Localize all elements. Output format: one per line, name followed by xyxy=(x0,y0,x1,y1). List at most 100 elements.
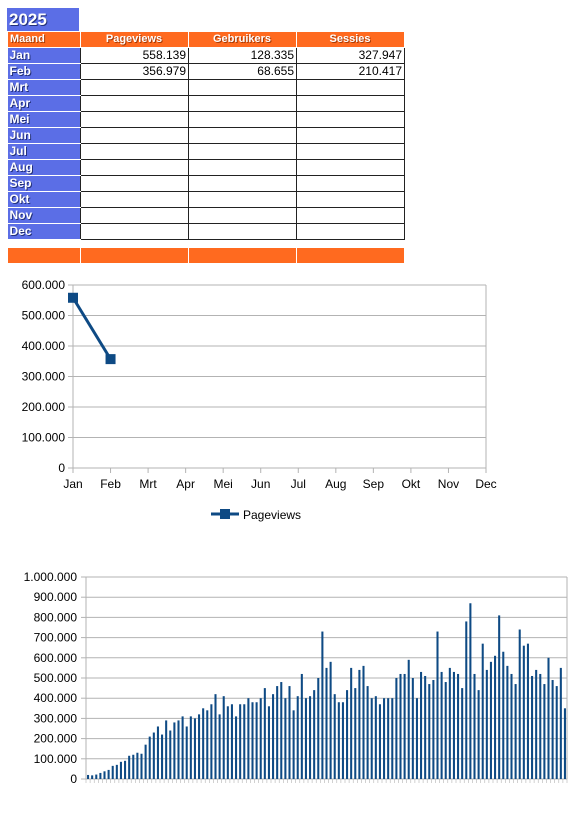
sessions-cell[interactable] xyxy=(296,143,405,160)
bar xyxy=(185,726,188,779)
users-cell[interactable]: 68.655 xyxy=(188,63,297,80)
bar xyxy=(387,698,390,779)
bar xyxy=(255,702,258,779)
total-cell[interactable] xyxy=(7,247,81,264)
header-sessions[interactable]: Sessies xyxy=(296,31,405,48)
data-point xyxy=(68,292,78,303)
sessions-cell[interactable] xyxy=(296,127,405,144)
month-cell[interactable]: Mrt xyxy=(7,79,81,96)
month-cell[interactable]: Mei xyxy=(7,111,81,128)
sessions-cell[interactable] xyxy=(296,223,405,240)
pageviews-cell[interactable] xyxy=(80,159,189,176)
pageviews-cell[interactable] xyxy=(80,207,189,224)
header-row: Maand Pageviews Gebruikers Sessies xyxy=(7,31,405,48)
bar xyxy=(198,714,201,779)
line-chart[interactable]: 0 100.000 200.000 300.000 400.000 500.000 600.… xyxy=(0,270,577,535)
x-tick-label: Feb xyxy=(100,477,121,491)
bar xyxy=(333,694,336,779)
users-cell[interactable]: 128.335 xyxy=(188,47,297,64)
sessions-cell[interactable] xyxy=(296,191,405,208)
bar xyxy=(103,771,106,779)
pageviews-cell[interactable]: 558.139 xyxy=(80,47,189,64)
month-cell[interactable]: Aug xyxy=(7,159,81,176)
month-cell[interactable]: Jan xyxy=(7,47,81,64)
bar xyxy=(555,686,558,779)
users-cell[interactable] xyxy=(188,143,297,160)
data-table: Maand Pageviews Gebruikers Sessies Jan 558.13… xyxy=(7,31,405,264)
pageviews-cell[interactable] xyxy=(80,111,189,128)
pageviews-cell[interactable] xyxy=(80,143,189,160)
bar xyxy=(452,671,455,779)
month-cell[interactable]: Feb xyxy=(7,63,81,80)
pageviews-cell[interactable]: 356.979 xyxy=(80,63,189,80)
y-tick-label: 600.000 xyxy=(34,651,78,665)
total-cell[interactable] xyxy=(188,247,297,264)
bar xyxy=(489,661,492,779)
month-cell[interactable]: Dec xyxy=(7,223,81,240)
bar xyxy=(370,698,373,779)
year-cell[interactable]: 2025 xyxy=(7,8,79,31)
pageviews-cell[interactable] xyxy=(80,223,189,240)
sessions-cell[interactable] xyxy=(296,159,405,176)
x-tick-label: Jan xyxy=(63,477,82,491)
users-cell[interactable] xyxy=(188,175,297,192)
users-cell[interactable] xyxy=(188,159,297,176)
total-cell[interactable] xyxy=(296,247,405,264)
month-cell[interactable]: Okt xyxy=(7,191,81,208)
y-tick-label: 800.000 xyxy=(34,610,78,624)
bar xyxy=(99,772,102,779)
bar xyxy=(115,764,118,779)
table-row: Okt xyxy=(7,191,405,208)
y-tick-label: 500.000 xyxy=(34,671,78,685)
bar xyxy=(362,665,365,779)
users-cell[interactable] xyxy=(188,111,297,128)
bar xyxy=(358,669,361,779)
bar xyxy=(239,704,242,779)
bar-chart[interactable]: 0 100.000 200.000 300.000 400.000 500.000 600.… xyxy=(0,565,577,795)
month-cell[interactable]: Jul xyxy=(7,143,81,160)
month-cell[interactable]: Jun xyxy=(7,127,81,144)
y-tick-label: 0 xyxy=(58,461,65,475)
y-tick-label: 600.000 xyxy=(22,278,66,292)
users-cell[interactable] xyxy=(188,95,297,112)
header-users[interactable]: Gebruikers xyxy=(188,31,297,48)
users-cell[interactable] xyxy=(188,207,297,224)
bar xyxy=(531,675,534,779)
users-cell[interactable] xyxy=(188,79,297,96)
users-cell[interactable] xyxy=(188,191,297,208)
bar xyxy=(169,730,172,779)
users-cell[interactable] xyxy=(188,223,297,240)
sessions-cell[interactable] xyxy=(296,95,405,112)
header-month[interactable]: Maand xyxy=(7,31,81,48)
pageviews-cell[interactable] xyxy=(80,79,189,96)
pageviews-cell[interactable] xyxy=(80,191,189,208)
pageviews-cell[interactable] xyxy=(80,95,189,112)
sessions-cell[interactable] xyxy=(296,79,405,96)
total-cell[interactable] xyxy=(80,247,189,264)
bar xyxy=(383,698,386,779)
y-tick-label: 300.000 xyxy=(34,711,78,725)
x-tick-label: Dec xyxy=(475,477,496,491)
month-cell[interactable]: Nov xyxy=(7,207,81,224)
users-cell[interactable] xyxy=(188,127,297,144)
bar xyxy=(411,678,414,779)
sessions-cell[interactable] xyxy=(296,111,405,128)
bar xyxy=(481,643,484,779)
sessions-cell[interactable]: 327.947 xyxy=(296,47,405,64)
month-cell[interactable]: Sep xyxy=(7,175,81,192)
bar xyxy=(284,698,287,779)
bar xyxy=(391,698,394,779)
pageviews-cell[interactable] xyxy=(80,175,189,192)
pageviews-cell[interactable] xyxy=(80,127,189,144)
sessions-cell[interactable]: 210.417 xyxy=(296,63,405,80)
sessions-cell[interactable] xyxy=(296,207,405,224)
bar xyxy=(346,690,349,779)
month-cell[interactable]: Apr xyxy=(7,95,81,112)
sessions-cell[interactable] xyxy=(296,175,405,192)
header-pageviews[interactable]: Pageviews xyxy=(80,31,189,48)
bar xyxy=(551,680,554,779)
bar xyxy=(547,657,550,779)
bar xyxy=(424,675,427,779)
y-tick-label: 400.000 xyxy=(34,691,78,705)
x-tick-label: Jul xyxy=(291,477,306,491)
